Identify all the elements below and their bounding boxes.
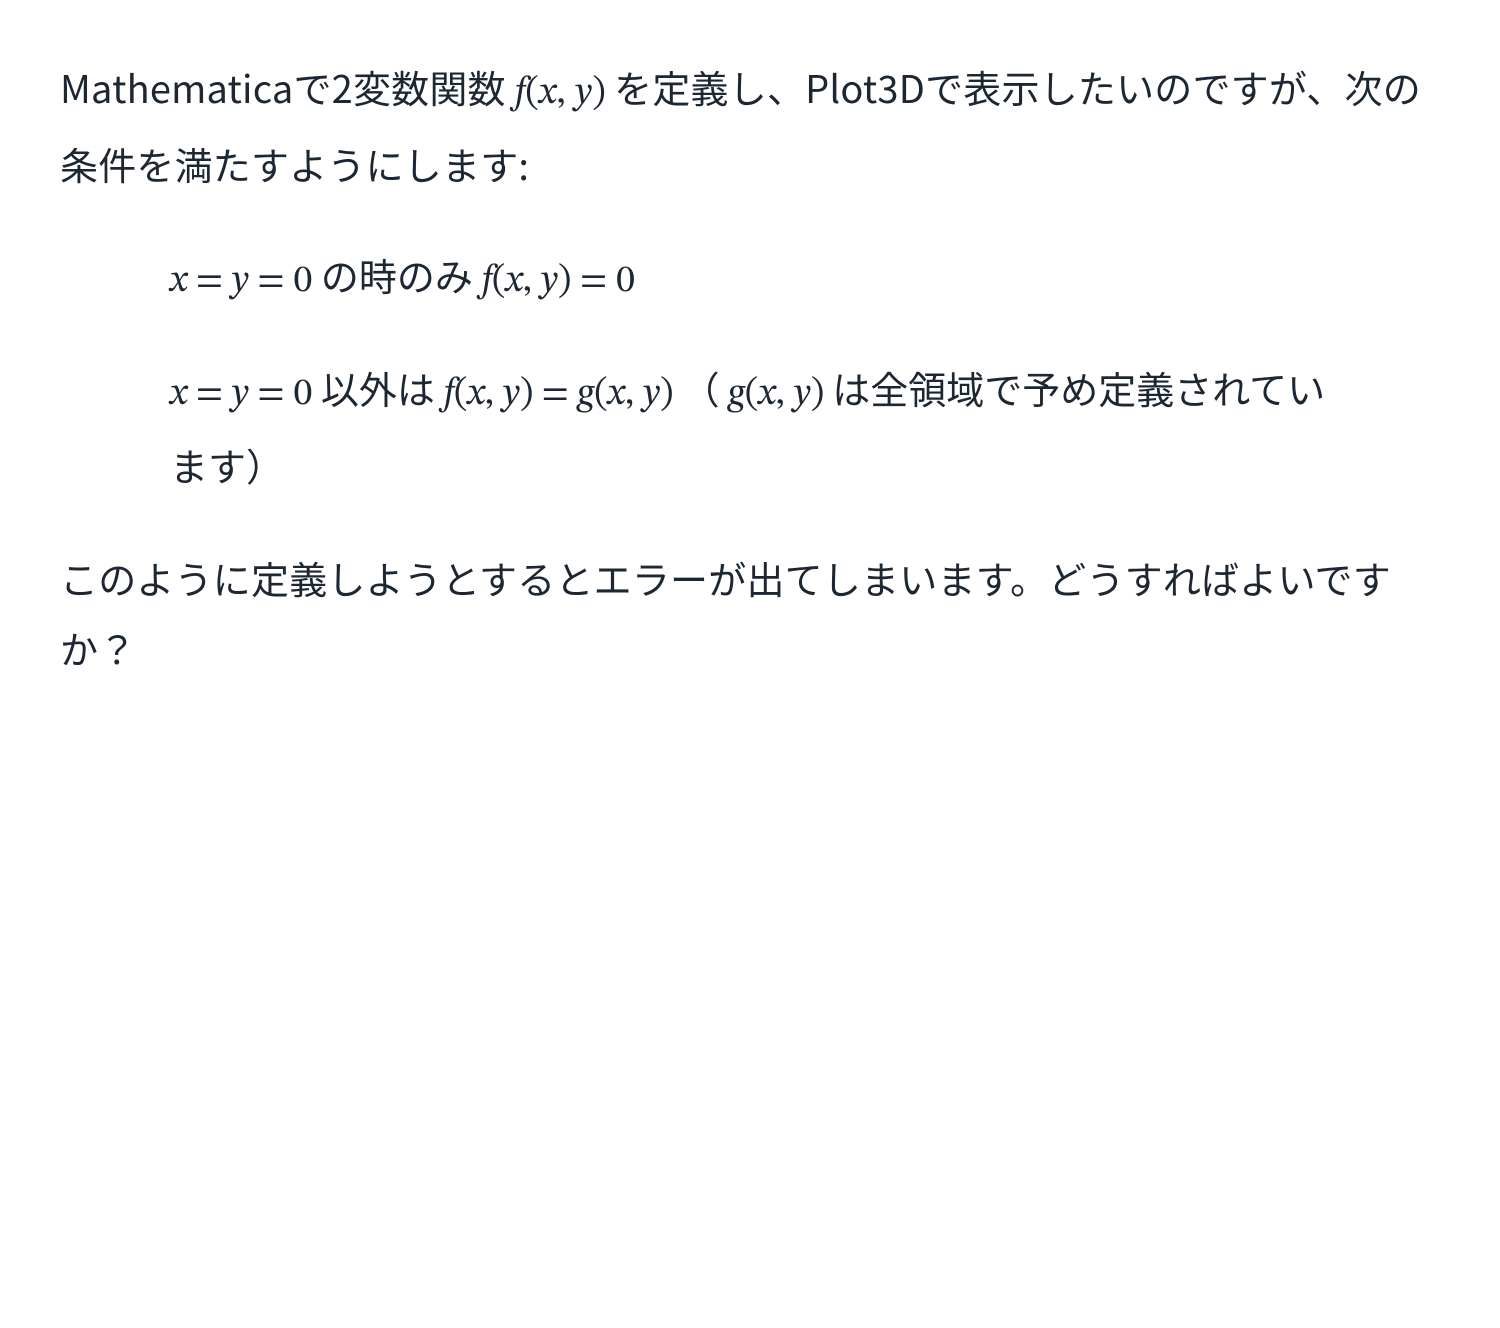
math-gxy: g(x, y) [728,376,824,414]
intro-text-1: Mathematicaで2変数関数 [60,59,514,114]
intro-paragraph: Mathematicaで2変数関数 f(x, y) を定義し、Plot3Dで表示… [60,52,1440,200]
math-cond-2: x = y = 0 [170,376,312,414]
math-fxy-text: f(x, y) [514,75,605,113]
item2-paren-open: （ [682,360,720,415]
list-item: x = y = 0 以外は f(x, y) = g(x, y) （ g(x, y… [170,353,1340,499]
outro-paragraph: このように定義しようとするとエラーが出てしまいます。どうすればよいですか？ [60,543,1440,684]
math-cond-1: x = y = 0 [170,263,312,301]
condition-list: x = y = 0 の時のみ f(x, y) = 0 x = y = 0 以外は… [170,240,1440,499]
math-fxy: f(x, y) [514,75,605,113]
math-rhs-1: f(x, y) = 0 [481,263,635,301]
math-rhs-2: f(x, y) = g(x, y) [443,376,673,414]
item2-mid: 以外は [321,360,444,415]
item1-mid: の時のみ [321,247,482,302]
list-item: x = y = 0 の時のみ f(x, y) = 0 [170,240,1340,317]
